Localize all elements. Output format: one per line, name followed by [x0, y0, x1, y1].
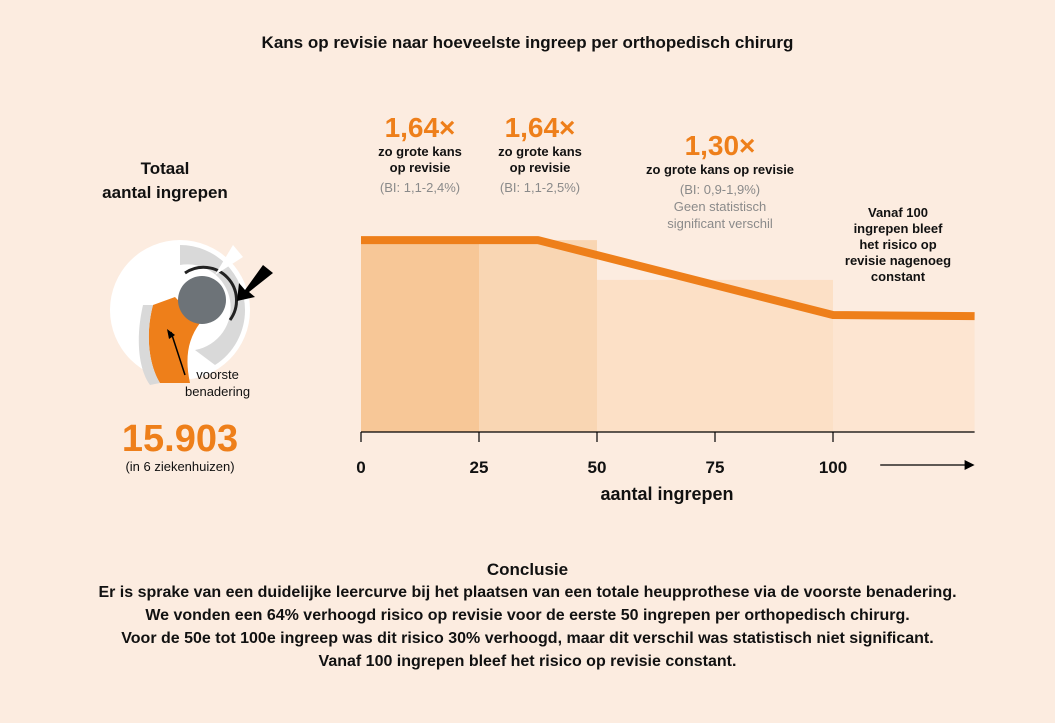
annotation-2-mult: 1,64× — [504, 112, 576, 143]
total-label: Totaal aantal ingrepen — [95, 157, 235, 205]
constant-note-line2: ingrepen bleef — [853, 221, 943, 236]
revision-chart: 0 25 50 75 100 aantal ingrepen — [356, 236, 975, 504]
femoral-head — [178, 276, 226, 324]
annotation-2: 1,64× zo grote kans op revisie (BI: 1,1-… — [475, 112, 605, 196]
annotation-3-note1: Geen statistisch — [673, 199, 767, 214]
x-tick-label-75: 75 — [706, 458, 725, 477]
constant-note-line3: het risico op — [859, 237, 937, 252]
risk-line — [361, 236, 975, 321]
constant-note-line4: revisie nagenoeg — [844, 253, 952, 268]
annotation-3-note2: significant verschil — [667, 216, 773, 231]
white-arrow-icon — [215, 245, 243, 275]
hip-label: voorste benadering — [185, 366, 250, 400]
constant-note-line5: constant — [870, 269, 926, 284]
x-axis-label: aantal ingrepen — [600, 484, 733, 504]
x-tick-label-50: 50 — [588, 458, 607, 477]
pelvis-shape — [180, 245, 246, 365]
bar-0-25 — [361, 240, 479, 432]
x-tick-label-25: 25 — [470, 458, 489, 477]
chart-title: Kans op revisie naar hoeveelste ingreep … — [261, 33, 794, 52]
annotation-1-ci: (BI: 1,1-2,4%) — [379, 180, 461, 195]
hip-label-line2: benadering — [185, 384, 251, 399]
total-value: 15.903 — [121, 418, 239, 460]
pointer-arrowhead-icon — [167, 329, 175, 339]
total-sub: (in 6 ziekenhuizen) — [125, 459, 235, 474]
annotation-3-ci: (BI: 0,9-1,9%) — [679, 182, 761, 197]
annotation-3: 1,30× zo grote kans op revisie (BI: 0,9-… — [620, 130, 820, 232]
conclusion: Conclusie Er is sprake van een duidelijk… — [0, 558, 1055, 673]
annotation-1-mult: 1,64× — [384, 112, 456, 143]
annotation-1-line1: zo grote kans — [378, 144, 462, 159]
pointer-line — [170, 331, 186, 376]
annotation-1-line2: op revisie — [389, 160, 451, 175]
conclusion-line-1: Er is sprake van een duidelijke leercurv… — [98, 584, 957, 601]
annotation-1: 1,64× zo grote kans op revisie (BI: 1,1-… — [355, 112, 485, 196]
conclusion-line-4: Vanaf 100 ingrepen bleef het risico op r… — [318, 653, 737, 670]
hip-label-line1: voorste — [196, 367, 239, 382]
x-tick-label-0: 0 — [356, 458, 365, 477]
femur-outline — [138, 305, 160, 385]
annotation-2-line1: zo grote kans — [498, 144, 582, 159]
constant-note: Vanaf 100 ingrepen bleef het risico op r… — [838, 205, 958, 285]
total-label-line1: Totaal — [140, 159, 190, 178]
annotation-3-line1: zo grote kans op revisie — [645, 162, 795, 177]
x-tick-label-100: 100 — [819, 458, 847, 477]
acetabulum-line — [184, 265, 238, 321]
conclusion-heading: Conclusie — [486, 560, 569, 579]
annotation-3-mult: 1,30× — [684, 130, 756, 161]
bar-25-50 — [479, 240, 597, 432]
conclusion-line-3: Voor de 50e tot 100e ingreep was dit ris… — [121, 630, 934, 647]
conclusion-line-2: We vonden een 64% verhoogd risico op rev… — [145, 607, 910, 624]
arrow-icon — [237, 265, 273, 301]
hip-illustration — [110, 240, 273, 385]
annotation-2-line2: op revisie — [509, 160, 571, 175]
continuation-arrow-icon — [964, 460, 975, 470]
total-label-line2: aantal ingrepen — [102, 183, 228, 202]
annotation-2-ci: (BI: 1,1-2,5%) — [499, 180, 581, 195]
bar-100+ — [833, 315, 975, 432]
constant-note-line1: Vanaf 100 — [868, 205, 928, 220]
